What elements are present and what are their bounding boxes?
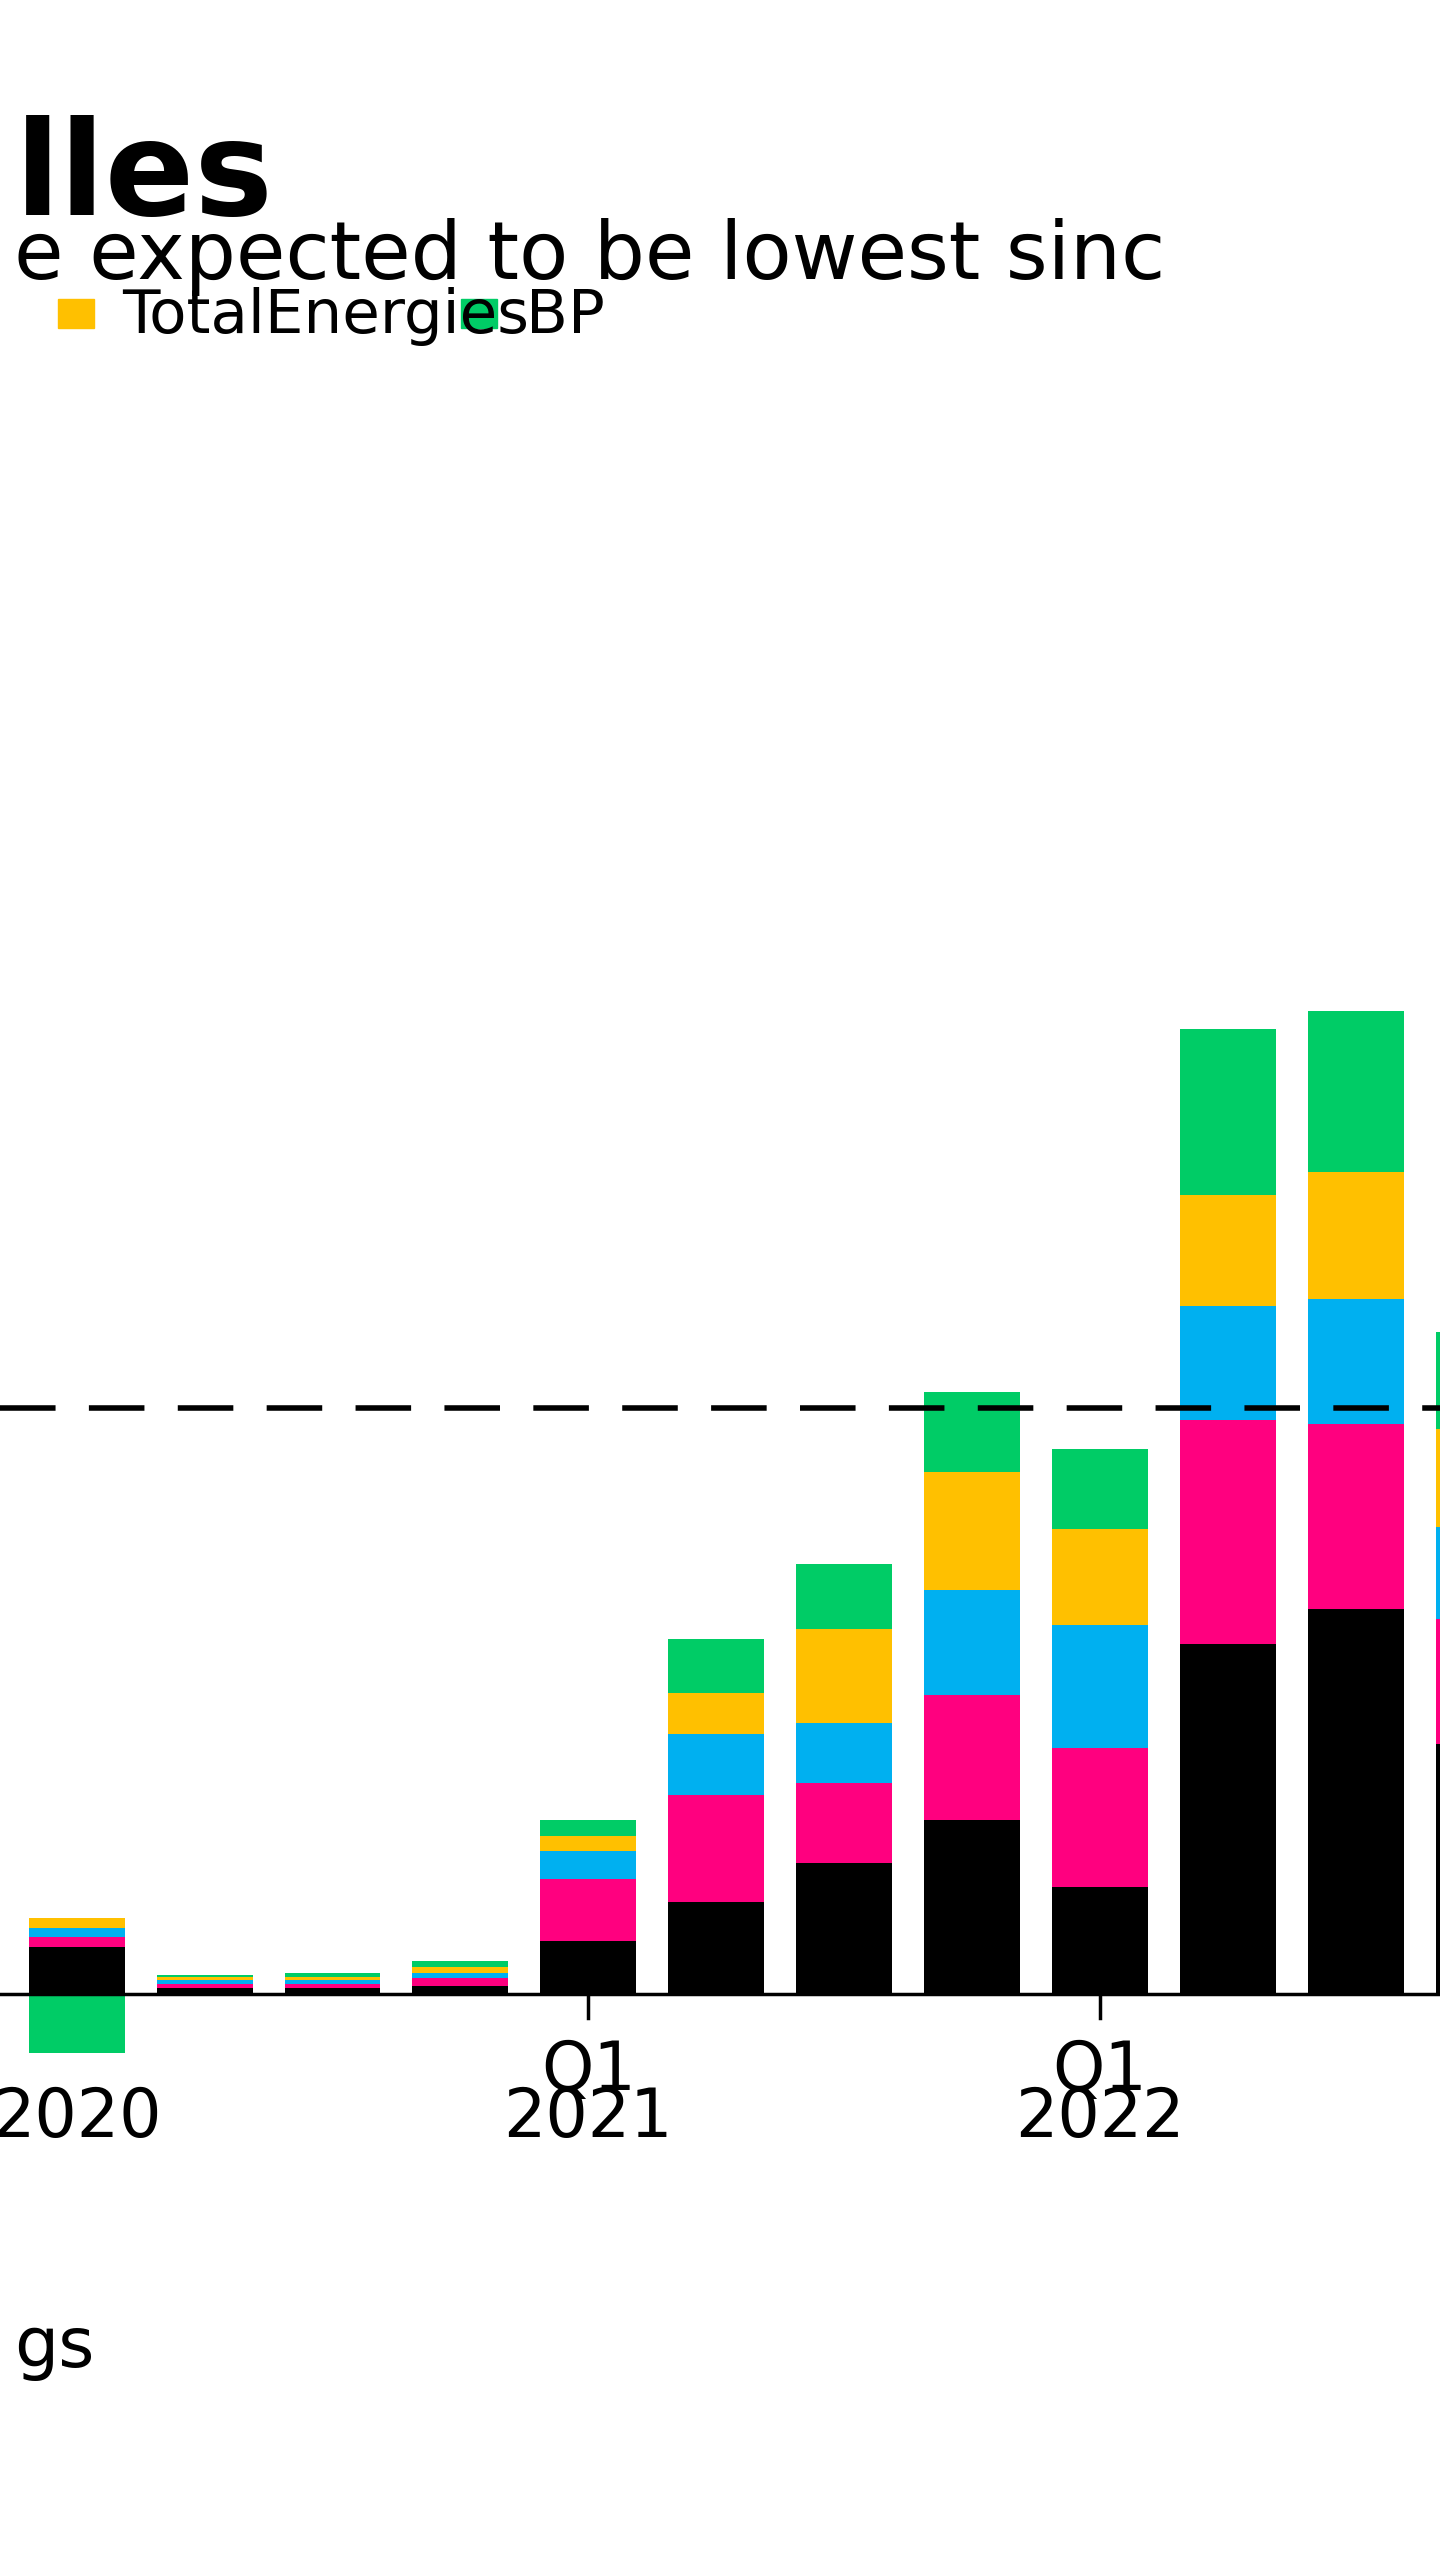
Text: Q1: Q1 — [541, 2038, 635, 2104]
Bar — [1308, 1011, 1404, 1172]
Bar — [796, 1628, 891, 1723]
Bar — [796, 1864, 891, 1994]
Bar — [1179, 1644, 1276, 1994]
Bar — [1053, 1528, 1148, 1626]
Bar — [285, 1989, 380, 1994]
Bar — [796, 1564, 891, 1628]
Text: gs: gs — [14, 2314, 95, 2381]
Bar — [412, 1979, 508, 1987]
Bar — [540, 1820, 636, 1836]
Bar — [668, 1638, 765, 1692]
Bar — [157, 1981, 252, 1984]
Bar — [29, 1928, 125, 1938]
Bar — [924, 1472, 1020, 1590]
Bar — [29, 1994, 125, 2053]
Bar — [1053, 1887, 1148, 1994]
Bar — [1308, 1610, 1404, 1994]
Bar — [285, 1981, 380, 1984]
Text: BP: BP — [526, 287, 605, 346]
Bar — [1308, 1423, 1404, 1610]
Bar — [29, 1917, 125, 1928]
Bar — [412, 1961, 508, 1966]
Bar — [29, 1938, 125, 1948]
Bar — [285, 1984, 380, 1989]
Bar — [924, 1695, 1020, 1820]
Bar — [1436, 1331, 1440, 1428]
Bar — [1053, 1449, 1148, 1528]
Bar — [157, 1989, 252, 1994]
Bar — [668, 1902, 765, 1994]
Bar — [796, 1784, 891, 1864]
Bar — [1436, 1618, 1440, 1743]
Bar — [924, 1590, 1020, 1695]
Bar — [540, 1836, 636, 1851]
Bar — [1053, 1626, 1148, 1748]
Bar — [412, 1966, 508, 1974]
Bar — [1308, 1172, 1404, 1298]
Bar — [1179, 1306, 1276, 1421]
Bar — [412, 1987, 508, 1994]
Bar — [924, 1820, 1020, 1994]
Text: 2021: 2021 — [504, 2084, 672, 2150]
Bar — [668, 1692, 765, 1733]
Bar — [796, 1723, 891, 1784]
Bar — [412, 1974, 508, 1979]
Text: TotalEnergies: TotalEnergies — [122, 287, 530, 346]
Bar — [540, 1851, 636, 1879]
Bar — [157, 1976, 252, 1981]
Text: 2022: 2022 — [1015, 2084, 1185, 2150]
Text: e expected to be lowest sinc: e expected to be lowest sinc — [14, 218, 1165, 294]
Bar — [1436, 1743, 1440, 1994]
Bar — [1053, 1748, 1148, 1887]
Text: 2020: 2020 — [0, 2084, 161, 2150]
Bar — [668, 1733, 765, 1795]
Text: Q1: Q1 — [1053, 2038, 1148, 2104]
Bar — [540, 1940, 636, 1994]
Bar — [157, 1984, 252, 1989]
Text: lles: lles — [14, 115, 274, 243]
Bar — [285, 1974, 380, 1976]
Bar — [1179, 1029, 1276, 1196]
Bar — [285, 1976, 380, 1981]
Bar — [1308, 1298, 1404, 1423]
Bar — [924, 1393, 1020, 1472]
Bar — [668, 1795, 765, 1902]
Bar — [29, 1948, 125, 1994]
Bar — [1436, 1428, 1440, 1528]
Bar — [1179, 1196, 1276, 1306]
Bar — [1436, 1528, 1440, 1618]
Bar — [1179, 1421, 1276, 1644]
Bar — [540, 1879, 636, 1940]
